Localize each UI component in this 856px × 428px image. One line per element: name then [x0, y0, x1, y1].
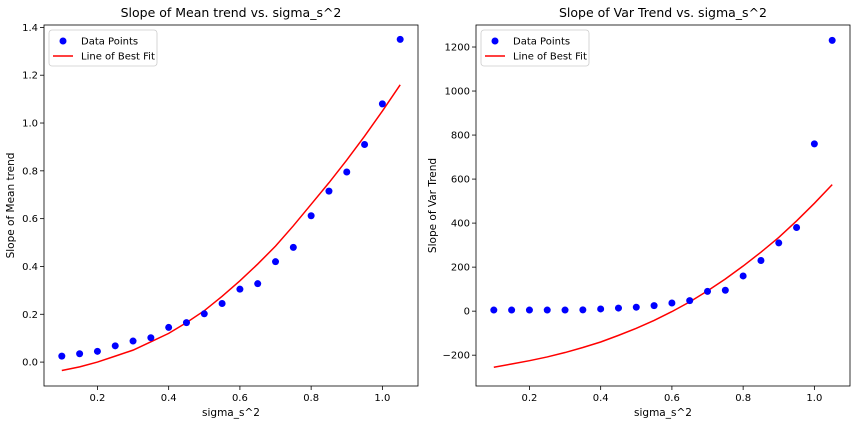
- chart2-data-point: [721, 286, 729, 294]
- chart1-legend-label: Data Points: [81, 37, 138, 48]
- chart1-group: Slope of Mean trend vs. sigma_s^2 0.2 0.4 0…: [5, 5, 419, 419]
- chart2-data-point: [579, 306, 587, 314]
- chart1-ytick-label: 0.4: [22, 262, 38, 273]
- chart2-legend-label: Data Points: [513, 37, 570, 48]
- chart2-data-point: [650, 302, 658, 310]
- chart1-data-point: [76, 350, 84, 358]
- chart2-fit-line: [493, 184, 833, 369]
- chart1-data-point: [289, 243, 297, 251]
- chart1-xtick-label: 0.6: [232, 393, 248, 404]
- chart2-data-point: [561, 306, 569, 314]
- chart2-data-point: [793, 224, 801, 232]
- chart2-data-point: [525, 306, 533, 314]
- chart1-ytick-label: 0.6: [22, 214, 38, 225]
- chart1-fit-line: [61, 84, 401, 372]
- chart1-data-point: [58, 352, 66, 360]
- chart2-legend-marker: [491, 37, 499, 45]
- chart1-ytick-label: 0.2: [22, 310, 38, 321]
- chart2-xtick-label: 0.2: [521, 393, 537, 404]
- chart1-legend: Data Points Line of Best Fit: [48, 29, 158, 67]
- chart1-legend-box: [48, 29, 158, 67]
- chart2-ytick-label: 0: [464, 307, 470, 318]
- chart2-ytick-label: 1000: [445, 87, 470, 98]
- chart1-legend-label: Line of Best Fit: [81, 52, 155, 63]
- chart2-data-point: [614, 304, 622, 312]
- chart1-data-point: [93, 347, 101, 355]
- chart1-data-point: [236, 285, 244, 293]
- chart1-data-point: [111, 342, 119, 350]
- chart1-data-point: [254, 280, 262, 288]
- chart2-data-point: [704, 287, 712, 295]
- chart1-data-point: [165, 323, 173, 331]
- chart2-xlabel: sigma_s^2: [634, 407, 692, 419]
- chart1-xtick-label: 1.0: [374, 393, 390, 404]
- chart2-data-point: [668, 299, 676, 307]
- chart1-legend-marker: [59, 37, 67, 45]
- chart2-data-point: [810, 140, 818, 148]
- chart2-xtick-label: 0.8: [735, 393, 751, 404]
- chart2-legend: Data Points Line of Best Fit: [480, 29, 590, 67]
- chart1-data-point: [343, 168, 351, 176]
- chart2-data-point: [543, 306, 551, 314]
- chart2-axes-frame: [475, 24, 851, 387]
- chart1-xlabel: sigma_s^2: [202, 407, 260, 419]
- chart2-title: Slope of Var Trend vs. sigma_s^2: [559, 5, 767, 20]
- chart1-data-point: [361, 141, 369, 149]
- chart2-xtick-label: 0.6: [664, 393, 680, 404]
- chart1-ytick-label: 1.4: [22, 23, 38, 34]
- chart1-ytick-label: 1.2: [22, 71, 38, 82]
- chart2-group: Slope of Var Trend vs. sigma_s^2 0.2 0.4 0.…: [427, 5, 851, 419]
- chart2-data-point: [828, 36, 836, 44]
- chart2-data-point: [490, 306, 498, 314]
- chart2-ytick-label: 1200: [445, 43, 470, 54]
- chart2-ytick-label: 400: [451, 219, 470, 230]
- chart1-ytick-label: 1.0: [22, 119, 38, 130]
- chart2-legend-box: [480, 29, 590, 67]
- chart1-data-point: [182, 319, 190, 327]
- chart2-legend-label: Line of Best Fit: [513, 52, 587, 63]
- chart1-ytick-label: 0.8: [22, 166, 38, 177]
- chart2-data-point: [597, 305, 605, 313]
- chart2-ytick-label: 600: [451, 175, 470, 186]
- chart2-ytick-label: −200: [443, 351, 470, 362]
- chart2-data-point: [739, 272, 747, 280]
- chart2-ylabel: Slope of Var Trend: [427, 158, 439, 253]
- chart2-ytick-label: 800: [451, 131, 470, 142]
- chart1-data-point: [218, 300, 226, 308]
- chart1-xtick-label: 0.2: [89, 393, 105, 404]
- chart1-xtick-label: 0.4: [161, 393, 177, 404]
- chart2-data-point: [775, 239, 783, 247]
- chart1-ytick-label: 0.0: [22, 358, 38, 369]
- chart1-ylabel: Slope of Mean trend: [5, 153, 17, 259]
- chart1-plot-area: [58, 35, 404, 372]
- chart2-data-point: [508, 306, 516, 314]
- chart2-xtick-label: 0.4: [593, 393, 609, 404]
- chart2-data-point: [686, 297, 694, 305]
- chart2-ytick-label: 200: [451, 263, 470, 274]
- chart1-title: Slope of Mean trend vs. sigma_s^2: [121, 5, 342, 20]
- chart1-data-point: [307, 212, 315, 220]
- chart1-axes-frame: [43, 24, 419, 387]
- chart1-data-point: [378, 100, 386, 108]
- chart1-data-point: [396, 35, 404, 43]
- chart1-data-point: [272, 258, 280, 266]
- chart1-data-point: [200, 310, 208, 318]
- chart2-plot-area: [490, 36, 836, 369]
- chart1-data-point: [147, 334, 155, 342]
- chart2-data-point: [757, 257, 765, 265]
- chart1-xtick-label: 0.8: [303, 393, 319, 404]
- chart1-data-point: [129, 337, 137, 345]
- chart2-data-point: [632, 303, 640, 311]
- chart2-xtick-label: 1.0: [806, 393, 822, 404]
- chart1-data-point: [325, 187, 333, 195]
